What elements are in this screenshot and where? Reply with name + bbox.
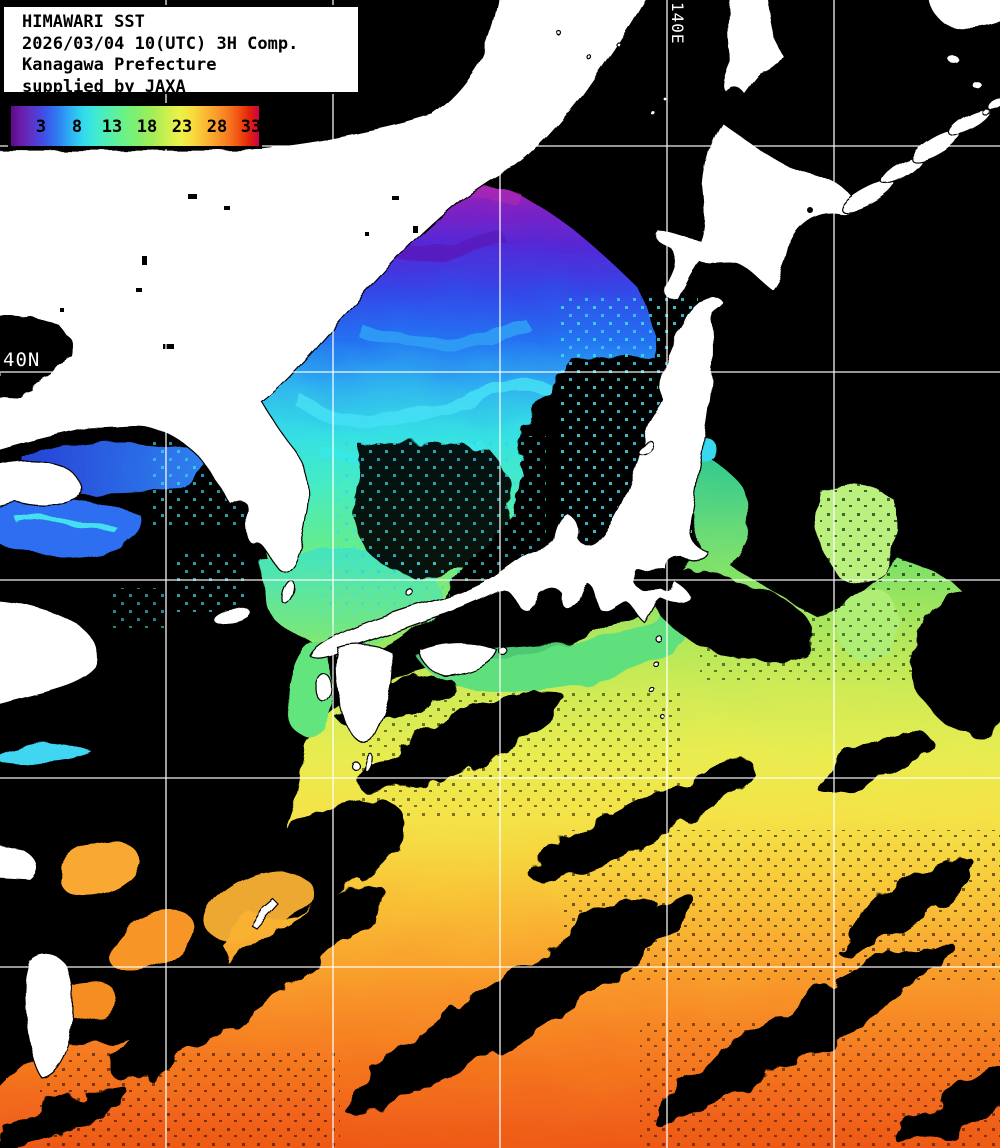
map-datetime: 2026/03/04 10(UTC) 3H Comp. <box>22 33 299 54</box>
land-asia-korea <box>0 0 646 573</box>
colorbar-tick: 23 <box>171 116 193 137</box>
land-taiwan <box>24 954 75 1079</box>
land-shikoku <box>419 641 498 677</box>
cloud-speckle-texture <box>40 296 1000 1148</box>
colorbar-tick: 3 <box>35 116 47 137</box>
map-title: HIMAWARI SST <box>22 12 145 32</box>
land-sado <box>637 440 655 456</box>
colorbar-tick: 18 <box>136 116 158 137</box>
colorbar-tick: 33 <box>240 116 262 137</box>
colorbar-tick: 8 <box>71 116 83 137</box>
colorbar-tick: 28 <box>206 116 228 137</box>
land-oki <box>403 586 413 596</box>
longitude-label-140e: 140E <box>668 2 687 45</box>
land-sakhalin <box>722 0 785 96</box>
land-china-coast <box>0 599 99 706</box>
land-yakushima <box>349 759 359 769</box>
land-kyushu <box>334 643 394 744</box>
land-honshu <box>309 296 725 659</box>
map-provider: Kanagawa Prefecture <box>22 55 217 75</box>
land-jeju <box>211 607 253 625</box>
land-masses <box>0 0 1000 1079</box>
colorbar-tick: 13 <box>101 116 123 137</box>
land-shandong <box>0 460 82 507</box>
temperature-colorbar: 3 8 13 18 23 28 33 <box>8 103 262 149</box>
land-tanegashima <box>363 752 373 772</box>
land-okinawa <box>251 899 280 930</box>
latitude-label-40n: 40N <box>3 349 41 371</box>
title-box: HIMAWARI SST 2026/03/04 10(UTC) 3H Comp.… <box>2 5 360 97</box>
map-supplier: supplied by JAXA <box>22 76 186 97</box>
